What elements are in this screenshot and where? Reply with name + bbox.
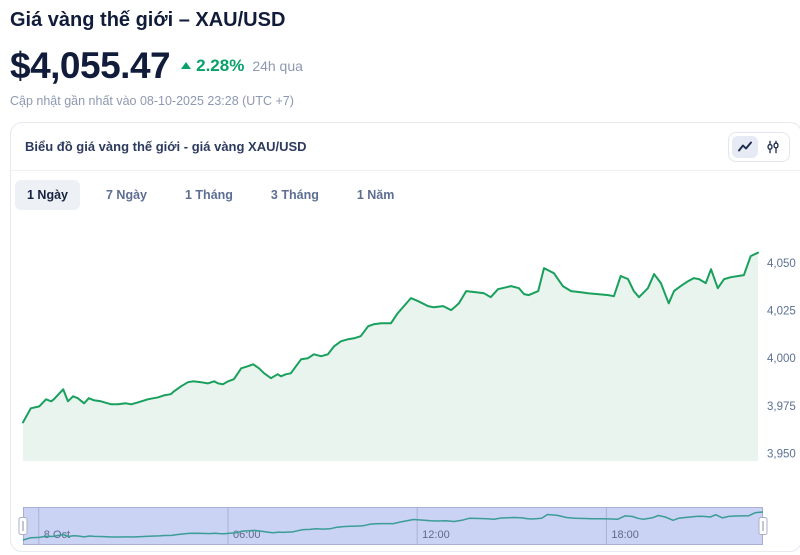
chart-type-toggle bbox=[728, 131, 790, 162]
line-chart-button[interactable] bbox=[732, 135, 758, 158]
navigator-left-handle[interactable] bbox=[18, 517, 28, 535]
navigator-right-handle[interactable] bbox=[758, 517, 768, 535]
price-row: $4,055.47 2.28% 24h qua bbox=[10, 47, 303, 84]
range-navigator[interactable]: 8 Oct 06:00 12:00 18:00 bbox=[18, 507, 768, 545]
page-title: Giá vàng thế giới – XAU/USD bbox=[10, 9, 286, 31]
chart-price-line bbox=[22, 251, 759, 424]
candlestick-chart-button[interactable] bbox=[760, 136, 786, 158]
navigator-gridlines-labels: 8 Oct 06:00 12:00 18:00 bbox=[38, 508, 639, 544]
price-area-chart[interactable]: 3,950 3,975 4,000 4,025 4,050 bbox=[22, 226, 798, 463]
svg-text:3,975: 3,975 bbox=[767, 401, 796, 413]
navigator-track[interactable] bbox=[23, 507, 763, 545]
y-axis-labels: 3,950 3,975 4,000 4,025 4,050 bbox=[767, 258, 796, 460]
page-header: Giá vàng thế giới – XAU/USD $4,055.47 2.… bbox=[10, 0, 303, 108]
svg-text:18:00: 18:00 bbox=[611, 529, 639, 541]
tab-1-month[interactable]: 1 Tháng bbox=[173, 180, 245, 210]
current-price: $4,055.47 bbox=[10, 45, 171, 86]
line-chart-icon bbox=[738, 141, 752, 151]
svg-text:3,950: 3,950 bbox=[767, 448, 796, 460]
arrow-up-icon bbox=[181, 62, 192, 69]
svg-text:12:00: 12:00 bbox=[422, 529, 450, 541]
tab-1-day[interactable]: 1 Ngày bbox=[15, 180, 80, 210]
last-updated: Cập nhật gần nhất vào 08-10-2025 23:28 (… bbox=[10, 94, 294, 108]
chart-card-header: Biểu đồ giá vàng thế giới - giá vàng XAU… bbox=[11, 123, 800, 171]
change-period: 24h qua bbox=[252, 57, 303, 74]
tab-1-year[interactable]: 1 Năm bbox=[345, 180, 407, 210]
tab-7-days[interactable]: 7 Ngày bbox=[94, 180, 159, 210]
svg-text:4,000: 4,000 bbox=[767, 353, 796, 365]
svg-text:4,050: 4,050 bbox=[767, 258, 796, 270]
candlestick-icon bbox=[767, 140, 779, 153]
chart-card: Biểu đồ giá vàng thế giới - giá vàng XAU… bbox=[10, 122, 800, 552]
price-change: 2.28% bbox=[181, 56, 244, 76]
chart-area-fill bbox=[23, 252, 758, 461]
tab-3-months[interactable]: 3 Tháng bbox=[259, 180, 331, 210]
range-tabs: 1 Ngày 7 Ngày 1 Tháng 3 Tháng 1 Năm bbox=[11, 171, 800, 210]
svg-text:4,025: 4,025 bbox=[767, 306, 796, 318]
navigator-mini-line bbox=[22, 511, 764, 541]
change-percent: 2.28% bbox=[196, 55, 245, 75]
chart-title: Biểu đồ giá vàng thế giới - giá vàng XAU… bbox=[25, 139, 307, 154]
